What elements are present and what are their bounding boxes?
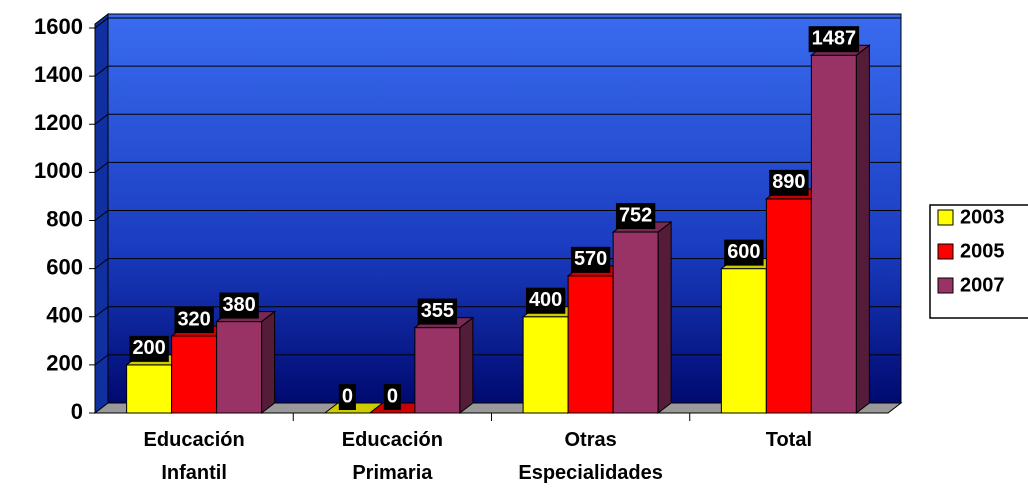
data-label-bg [525,287,566,314]
data-label: 752 [619,204,652,226]
x-tick-label-line: Otras [565,429,617,451]
data-label: 0 [342,385,353,407]
bar-side [657,221,672,415]
bar [567,275,614,414]
x-tick-label: Otras Especialidades [518,429,663,484]
data-label-bg [615,203,656,230]
bar-side [261,310,276,415]
x-tick-label-line: Primaria [352,462,433,484]
data-label: 320 [177,308,210,330]
legend-swatch [937,277,954,294]
data-label-bg [338,384,356,410]
grid-line [94,161,901,173]
data-label-bg [417,298,458,325]
bar-side [459,316,474,415]
data-label-bg [174,307,214,333]
data-label-bg [769,169,809,196]
x-tick-label: Educación Infantil [144,429,245,484]
data-label-bg [724,239,764,266]
data-label-bg [383,384,401,410]
data-label: 355 [421,300,454,322]
grid-line [94,113,901,125]
grid-line [94,65,901,77]
legend-swatch [937,209,954,226]
x-tick-label-line: Especialidades [518,462,663,484]
data-label: 1487 [812,27,857,49]
y-tick-label: 600 [46,254,83,279]
bar [810,54,857,414]
data-label: 0 [387,385,398,407]
y-tick-label: 1400 [34,62,83,87]
left-wall [94,12,109,415]
y-tick-label: 200 [46,351,83,376]
x-tick-label-line: Infantil [161,462,227,484]
y-tick-label: 1000 [34,158,83,183]
x-tick-label: Total [766,429,812,451]
data-label-bg [129,335,169,362]
bar [414,327,461,414]
legend-label: 2007 [960,274,1005,296]
data-label: 400 [529,289,562,311]
bar [612,231,659,414]
legend-label: 2005 [960,240,1005,262]
bar [126,364,173,414]
y-tick-label: 800 [46,206,83,231]
x-tick-label-line: Educación [144,429,245,451]
x-tick-label: Educación Primaria [342,429,443,484]
data-label-bg [808,26,860,53]
bar [765,198,812,414]
data-label: 890 [772,171,805,193]
legend-label: 2003 [960,206,1005,228]
data-label-bg [219,292,259,319]
legend-swatch [937,243,954,260]
data-label-bg [570,246,611,273]
bar [216,321,263,414]
y-tick-label: 1200 [34,110,83,135]
data-label: 600 [727,241,760,263]
y-tick-label: 1600 [34,14,83,39]
x-tick-label-line: Total [766,429,812,451]
y-tick-label: 0 [71,399,83,424]
bar-side [855,44,870,415]
grid-line [94,17,901,29]
bar [720,268,767,414]
y-tick-label: 400 [46,303,83,328]
x-tick-label-line: Educación [342,429,443,451]
bar [171,335,218,414]
data-label: 380 [222,294,255,316]
data-label: 570 [574,248,607,270]
bar [522,316,569,414]
data-label: 200 [132,337,165,359]
